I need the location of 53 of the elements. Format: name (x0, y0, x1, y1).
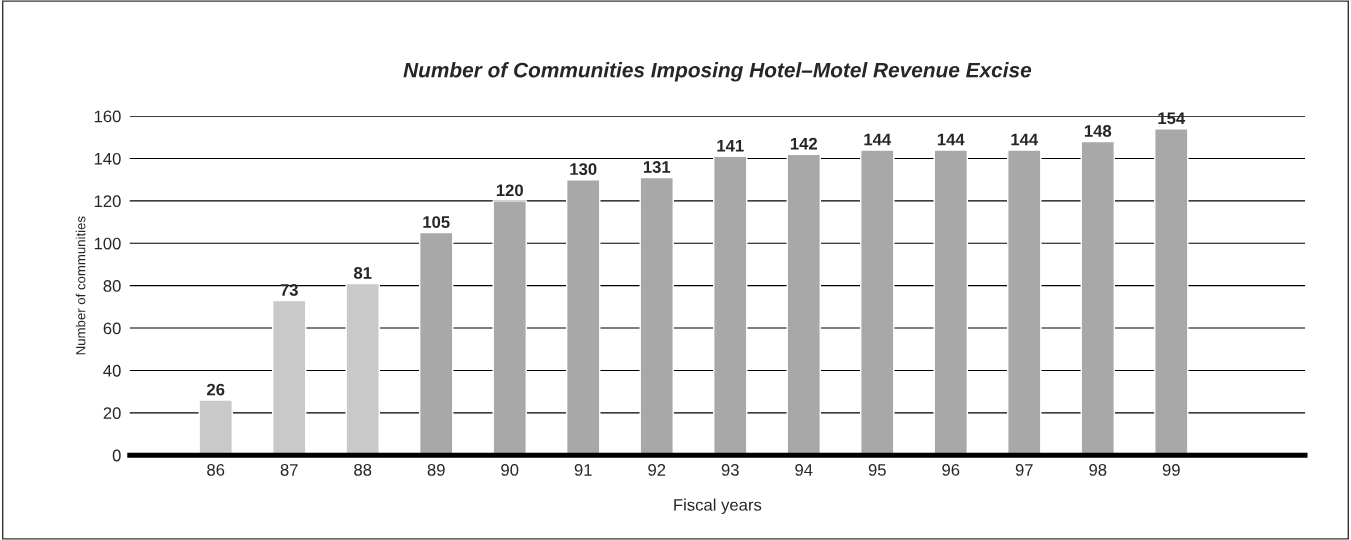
data-label: 144 (937, 133, 965, 146)
bar (345, 282, 380, 456)
x-tick-label: 98 (1089, 463, 1107, 476)
x-tick-label: 90 (501, 463, 519, 476)
x-axis-title: Fiscal years (674, 498, 762, 515)
bar (418, 231, 454, 456)
data-label: 148 (1084, 125, 1112, 137)
y-tick-label: 40 (103, 364, 121, 377)
x-tick-label: 97 (1015, 463, 1033, 476)
data-label: 131 (643, 161, 671, 173)
data-label: 142 (790, 137, 817, 150)
data-label: 144 (1011, 133, 1039, 146)
data-label: 81 (353, 267, 372, 279)
x-tick-label: 93 (721, 463, 739, 476)
bar (1154, 128, 1189, 456)
x-tick-label: 92 (648, 463, 666, 476)
x-tick-label: 86 (207, 463, 225, 476)
x-tick-label: 87 (280, 463, 298, 476)
bar (786, 153, 821, 456)
bar (565, 178, 601, 456)
y-tick-label: 100 (94, 237, 121, 250)
x-tick-label: 96 (942, 463, 960, 476)
bar (933, 149, 968, 456)
bar (713, 155, 748, 456)
bar (271, 299, 307, 456)
bar (639, 176, 674, 456)
data-label: 73 (280, 284, 298, 296)
y-tick-label: 60 (103, 322, 121, 335)
y-tick-label: 20 (103, 407, 121, 420)
bar (198, 399, 233, 456)
data-label: 141 (717, 140, 744, 152)
data-label: 105 (423, 216, 450, 228)
bar (1080, 140, 1116, 456)
bar (1007, 149, 1042, 456)
x-tick-label: 99 (1162, 463, 1180, 476)
data-label: 26 (207, 383, 225, 396)
y-tick-label: 140 (94, 152, 121, 165)
y-tick-label: 120 (94, 195, 121, 208)
x-tick-label: 89 (427, 463, 445, 476)
data-label: 130 (570, 163, 597, 176)
bar (860, 149, 895, 456)
x-tick-label: 88 (354, 463, 372, 476)
x-tick-label: 95 (868, 463, 886, 476)
y-axis-title: Number of communities (75, 216, 86, 355)
data-label: 120 (496, 184, 523, 197)
y-tick-label: 160 (94, 110, 121, 123)
data-label: 144 (864, 133, 892, 146)
x-tick-label: 91 (574, 463, 592, 476)
x-tick-label: 94 (795, 463, 813, 476)
y-tick-label: 0 (112, 449, 121, 462)
bar (492, 200, 527, 456)
chart-title: Number of Communities Imposing Hotel–Motel Revenue Excise (403, 62, 1032, 82)
y-tick-label: 80 (103, 280, 121, 292)
